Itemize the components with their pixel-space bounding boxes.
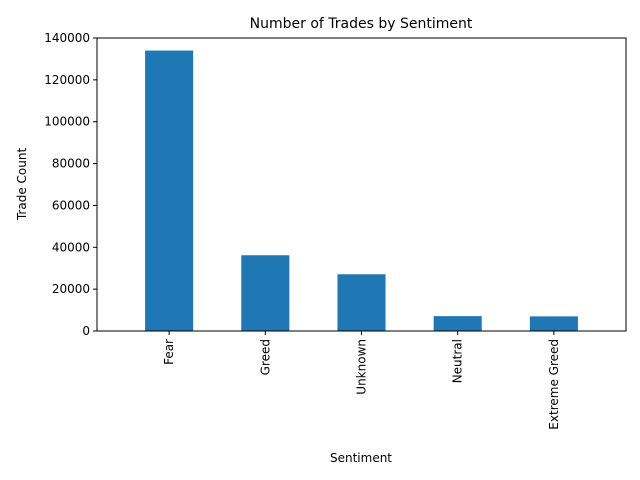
y-axis: 0 20000 40000 60000 80000 100000 120000 140000: [44, 31, 97, 338]
y-tick-label: 20000: [52, 282, 90, 296]
x-axis: Fear Greed Unknown Neutral Extreme Greed: [162, 331, 561, 430]
y-tick-label: 120000: [44, 73, 90, 87]
x-tick-label: Neutral: [451, 339, 465, 383]
x-tick-label: Extreme Greed: [547, 339, 561, 430]
plot-frame: [96, 37, 627, 332]
y-axis-title: Trade Count: [15, 148, 29, 222]
y-tick-label: 0: [82, 324, 90, 338]
bar-extreme-greed: [529, 316, 578, 331]
bar-unknown: [337, 274, 386, 331]
x-tick-label: Greed: [258, 339, 272, 375]
y-tick-label: 140000: [44, 31, 90, 45]
x-tick-label: Unknown: [355, 339, 369, 395]
y-tick-label: 40000: [52, 240, 90, 254]
x-axis-title: Sentiment: [330, 451, 392, 465]
bar-neutral: [433, 316, 482, 331]
chart-title: Number of Trades by Sentiment: [250, 16, 473, 32]
bar-greed: [241, 255, 290, 331]
y-tick-label: 100000: [44, 115, 90, 129]
bar-fear: [145, 50, 194, 332]
y-tick-label: 60000: [52, 198, 90, 212]
x-tick-label: Fear: [162, 339, 176, 365]
bars-group: [145, 50, 578, 332]
y-tick-label: 80000: [52, 157, 90, 171]
